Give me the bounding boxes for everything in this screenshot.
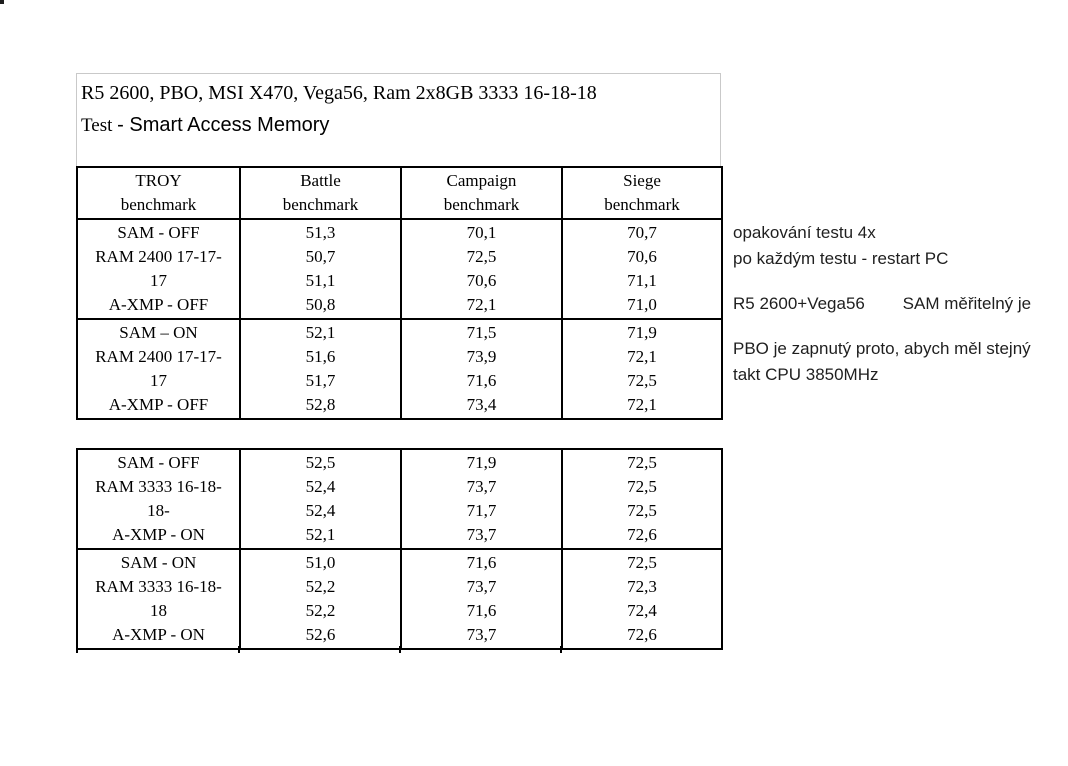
document-subtitle: Test - Smart Access Memory [81, 112, 720, 139]
battle-values-cell: 51,3 50,7 51,1 50,8 [239, 218, 402, 320]
table-bottom-stub [560, 646, 562, 653]
benchmark-table-2: SAM - OFF RAM 3333 16-18- 18- A-XMP - ON… [76, 448, 723, 650]
campaign-values-cell: 71,9 73,7 71,7 73,7 [400, 448, 563, 550]
column-header-campaign: Campaign benchmark [400, 166, 563, 220]
config-cell: SAM - OFF RAM 2400 17-17- 17 A-XMP - OFF [76, 218, 241, 320]
config-cell: SAM – ON RAM 2400 17-17- 17 A-XMP - OFF [76, 318, 241, 420]
siege-values-cell: 72,5 72,3 72,4 72,6 [561, 548, 723, 650]
note-group-repetition: opakování testu 4x po každým testu - res… [733, 223, 949, 268]
siege-values-cell: 72,5 72,5 72,5 72,6 [561, 448, 723, 550]
battle-values-cell: 51,0 52,2 52,2 52,6 [239, 548, 402, 650]
header-row: TROY benchmark Battle benchmark Campaign… [76, 166, 723, 220]
note-group-pbo: PBO je zapnutý proto, abych měl stejný t… [733, 339, 1031, 384]
table-bottom-stub [399, 646, 401, 653]
corner-artifact [0, 0, 4, 4]
campaign-values-cell: 70,1 72,5 70,6 72,1 [400, 218, 563, 320]
column-header-siege: Siege benchmark [561, 166, 723, 220]
config-cell: SAM - OFF RAM 3333 16-18- 18- A-XMP - ON [76, 448, 241, 550]
column-header-battle: Battle benchmark [239, 166, 402, 220]
subtitle-emphasis: - Smart Access Memory [117, 114, 330, 136]
siege-values-cell: 71,9 72,1 72,5 72,1 [561, 318, 723, 420]
campaign-values-cell: 71,5 73,9 71,6 73,4 [400, 318, 563, 420]
battle-values-cell: 52,5 52,4 52,4 52,1 [239, 448, 402, 550]
benchmark-table-1: TROY benchmark Battle benchmark Campaign… [76, 166, 723, 420]
battle-values-cell: 52,1 51,6 51,7 52,8 [239, 318, 402, 420]
table-row: SAM – ON RAM 2400 17-17- 17 A-XMP - OFF … [76, 318, 723, 420]
siege-values-cell: 70,7 70,6 71,1 71,0 [561, 218, 723, 320]
subtitle-prefix: Test [81, 115, 118, 136]
table-row: SAM - OFF RAM 3333 16-18- 18- A-XMP - ON… [76, 448, 723, 550]
column-header-troy: TROY benchmark [76, 166, 241, 220]
note-group-sam: R5 2600+Vega56 SAM měřitelný je [733, 294, 1032, 313]
config-cell: SAM - ON RAM 3333 16-18- 18 A-XMP - ON [76, 548, 241, 650]
table-bottom-stub [238, 646, 240, 653]
document-title: R5 2600, PBO, MSI X470, Vega56, Ram 2x8G… [81, 82, 597, 104]
campaign-values-cell: 71,6 73,7 71,6 73,7 [400, 548, 563, 650]
table-row: SAM - OFF RAM 2400 17-17- 17 A-XMP - OFF… [76, 218, 723, 320]
table-bottom-stub [76, 646, 78, 653]
title-box: R5 2600, PBO, MSI X470, Vega56, Ram 2x8G… [76, 73, 721, 167]
table-row: SAM - ON RAM 3333 16-18- 18 A-XMP - ON 5… [76, 548, 723, 650]
notes-panel: opakování testu 4x po každým testu - res… [733, 220, 1068, 407]
